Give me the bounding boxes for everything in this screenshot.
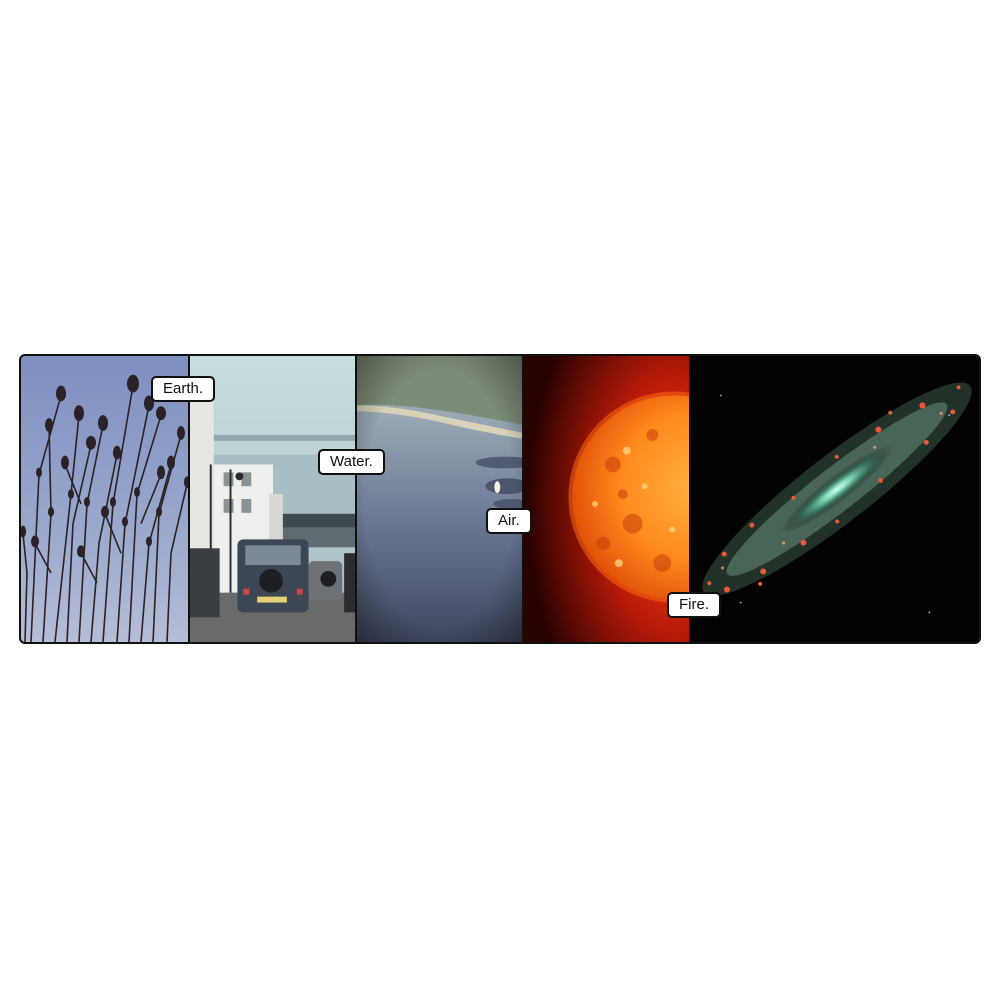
earth-photo (21, 356, 189, 642)
caption-fire: Fire. (667, 592, 721, 618)
image-strip (19, 354, 981, 644)
air-photo (355, 356, 523, 642)
water-photo-graphic (190, 356, 356, 642)
caption-air: Air. (486, 508, 532, 534)
galaxy-photo-graphic (691, 356, 979, 642)
galaxy-photo (689, 356, 979, 642)
caption-water: Water. (318, 449, 385, 475)
earth-photo-graphic (21, 356, 189, 642)
water-photo (188, 356, 356, 642)
sun-photo (522, 356, 690, 642)
caption-earth: Earth. (151, 376, 216, 402)
air-photo-graphic (357, 356, 523, 642)
sun-photo-graphic (524, 356, 690, 642)
